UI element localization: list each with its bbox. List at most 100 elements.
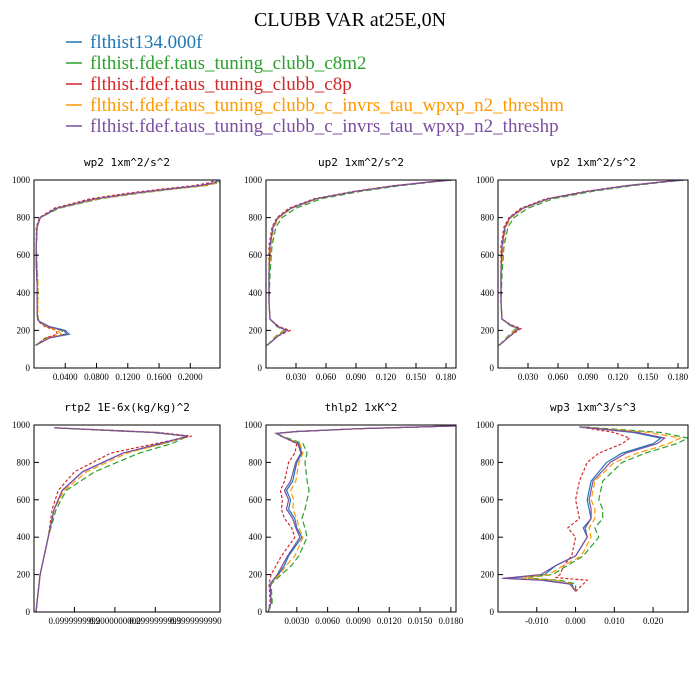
series-line-1 <box>505 426 663 592</box>
y-tick-label: 800 <box>17 457 31 467</box>
y-tick-label: 800 <box>481 213 495 223</box>
y-tick-label: 0 <box>258 607 263 617</box>
plot-frame <box>265 179 457 369</box>
x-tick-label: 0.0030 <box>284 616 309 626</box>
x-tick-label: 0.060 <box>316 372 337 382</box>
x-tick-label: 0.020 <box>643 616 664 626</box>
legend: flthist134.000fflthist.fdef.taus_tuning_… <box>66 32 564 137</box>
subplot-5: thlp2 1xK^2 0 200 400 600 800 1000 0.0030 0.0060… <box>244 401 464 626</box>
x-tick-label: 0.0999999999 <box>49 616 101 626</box>
y-tick-label: 1000 <box>476 175 495 185</box>
series-line-1 <box>498 180 684 346</box>
y-tick-label: 200 <box>17 570 31 580</box>
subplot-title: thlp2 1xK^2 <box>325 401 398 414</box>
series-group <box>35 180 220 346</box>
series-line-5 <box>35 180 218 346</box>
series-group <box>498 180 685 346</box>
y-tick-label: 1000 <box>244 420 263 430</box>
y-tick-label: 200 <box>17 325 31 335</box>
legend-label: flthist.fdef.taus_tuning_clubb_c_invrs_t… <box>90 95 564 116</box>
plot-frame <box>33 424 221 613</box>
series-line-5 <box>267 425 456 612</box>
y-tick-label: 600 <box>481 495 495 505</box>
series-line-2 <box>35 427 190 612</box>
legend-entry: flthist.fdef.taus_tuning_clubb_c_invrs_t… <box>66 116 559 137</box>
y-tick-label: 400 <box>249 288 263 298</box>
x-tick-label: 0.030 <box>518 372 539 382</box>
series-line-2 <box>528 426 688 592</box>
series-line-2 <box>498 180 685 346</box>
legend-entry: flthist.fdef.taus_tuning_clubb_c_invrs_t… <box>66 95 564 116</box>
x-tick-label: 0.2000000000 <box>89 616 141 626</box>
x-tick-label: 0.000 <box>565 616 586 626</box>
x-tick-label: 0.150 <box>638 372 659 382</box>
subplot-title: wp2 1xm^2/s^2 <box>84 156 170 169</box>
subplot-6: wp3 1xm^3/s^3 0 200 400 600 800 1000 -0.010 0.00… <box>476 401 689 626</box>
series-line-3 <box>498 180 683 346</box>
series-group <box>501 426 688 592</box>
series-line-5 <box>266 180 452 346</box>
x-tick-label: 0.3999999990 <box>170 616 222 626</box>
series-line-5 <box>501 426 667 592</box>
series-line-3 <box>266 180 451 346</box>
y-tick-label: 0 <box>26 363 31 373</box>
legend-label: flthist.fdef.taus_tuning_clubb_c_invrs_t… <box>90 116 559 137</box>
panels: wp2 1xm^2/s^2 0 200 400 600 800 1000 0.0400 0.08… <box>12 156 689 626</box>
series-line-1 <box>267 425 456 612</box>
y-tick-label: 400 <box>17 288 31 298</box>
series-group <box>267 425 456 612</box>
y-tick-label: 0 <box>26 607 31 617</box>
legend-entry: flthist.fdef.taus_tuning_clubb_c8p <box>66 74 352 95</box>
y-tick-label: 600 <box>17 250 31 260</box>
y-tick-label: 200 <box>249 570 263 580</box>
plot-frame <box>497 424 689 613</box>
x-tick-label: 0.1200 <box>115 372 140 382</box>
plot-frame <box>33 179 221 369</box>
subplot-1: wp2 1xm^2/s^2 0 200 400 600 800 1000 0.0400 0.08… <box>12 156 221 382</box>
y-tick-label: 600 <box>17 495 31 505</box>
legend-entry: flthist.fdef.taus_tuning_clubb_c8m2 <box>66 53 367 74</box>
series-line-4 <box>498 180 684 346</box>
y-tick-label: 600 <box>249 250 263 260</box>
y-tick-label: 400 <box>481 532 495 542</box>
legend-label: flthist.fdef.taus_tuning_clubb_c8m2 <box>90 53 367 74</box>
x-tick-label: 0.0180 <box>438 616 463 626</box>
x-tick-label: 0.2999999999 <box>129 616 181 626</box>
y-tick-label: 800 <box>17 213 31 223</box>
x-tick-label: 0.150 <box>406 372 427 382</box>
subplot-title: up2 1xm^2/s^2 <box>318 156 404 169</box>
series-line-1 <box>266 180 452 346</box>
y-tick-label: 400 <box>17 532 31 542</box>
x-tick-label: 0.180 <box>668 372 689 382</box>
x-tick-label: 0.0060 <box>315 616 340 626</box>
y-tick-label: 200 <box>249 325 263 335</box>
y-tick-label: 1000 <box>12 420 31 430</box>
series-line-2 <box>267 425 456 612</box>
y-tick-label: 1000 <box>244 175 263 185</box>
subplot-2: up2 1xm^2/s^2 0 200 400 600 800 1000 0.030 0.060… <box>244 156 457 382</box>
x-tick-label: 0.0090 <box>346 616 371 626</box>
y-tick-label: 600 <box>249 495 263 505</box>
series-line-5 <box>35 427 188 612</box>
y-tick-label: 0 <box>258 363 263 373</box>
series-line-3 <box>554 426 632 592</box>
x-tick-label: 0.060 <box>548 372 569 382</box>
y-tick-label: 200 <box>481 570 495 580</box>
x-tick-label: 0.0150 <box>408 616 433 626</box>
subplot-title: wp3 1xm^3/s^3 <box>550 401 636 414</box>
y-tick-label: 1000 <box>12 175 31 185</box>
series-line-3 <box>267 425 456 612</box>
series-line-4 <box>35 427 188 612</box>
x-tick-label: 0.120 <box>376 372 397 382</box>
series-line-4 <box>267 425 456 612</box>
y-tick-label: 1000 <box>476 420 495 430</box>
x-tick-label: 0.010 <box>604 616 625 626</box>
x-tick-label: 0.180 <box>436 372 457 382</box>
y-tick-label: 600 <box>481 250 495 260</box>
series-line-3 <box>35 427 192 612</box>
series-line-1 <box>35 427 188 612</box>
legend-entry: flthist134.000f <box>66 32 203 53</box>
series-line-4 <box>521 426 683 592</box>
x-tick-label: 0.090 <box>346 372 367 382</box>
